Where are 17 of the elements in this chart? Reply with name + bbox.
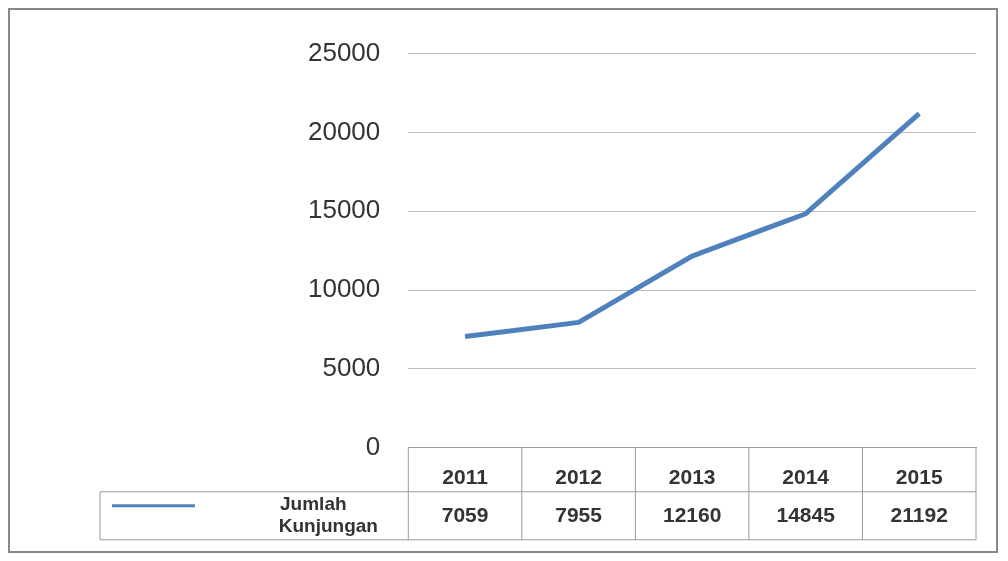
y-tick-label: 5000 (322, 352, 381, 383)
data-label: 12160 (662, 502, 722, 526)
y-tick-label: 10000 (307, 273, 381, 304)
data-label: 14845 (776, 502, 836, 526)
x-tick-label: 2011 (442, 465, 489, 489)
text: Jumlah Kunjungan (278, 493, 378, 537)
y-tick-label: 15000 (307, 194, 381, 225)
y-tick-label: 0 (365, 430, 381, 461)
y-tick-label: 25000 (307, 36, 381, 67)
x-tick-label: 2015 (895, 465, 943, 489)
x-tick-label: 2012 (555, 465, 602, 489)
x-tick-label: 2014 (782, 465, 830, 489)
y-tick-label: 20000 (307, 115, 381, 146)
x-tick-label: 2013 (668, 465, 716, 489)
data-label: 7955 (555, 502, 603, 526)
data-label: 7059 (441, 502, 489, 526)
data-label: 21192 (890, 502, 948, 526)
